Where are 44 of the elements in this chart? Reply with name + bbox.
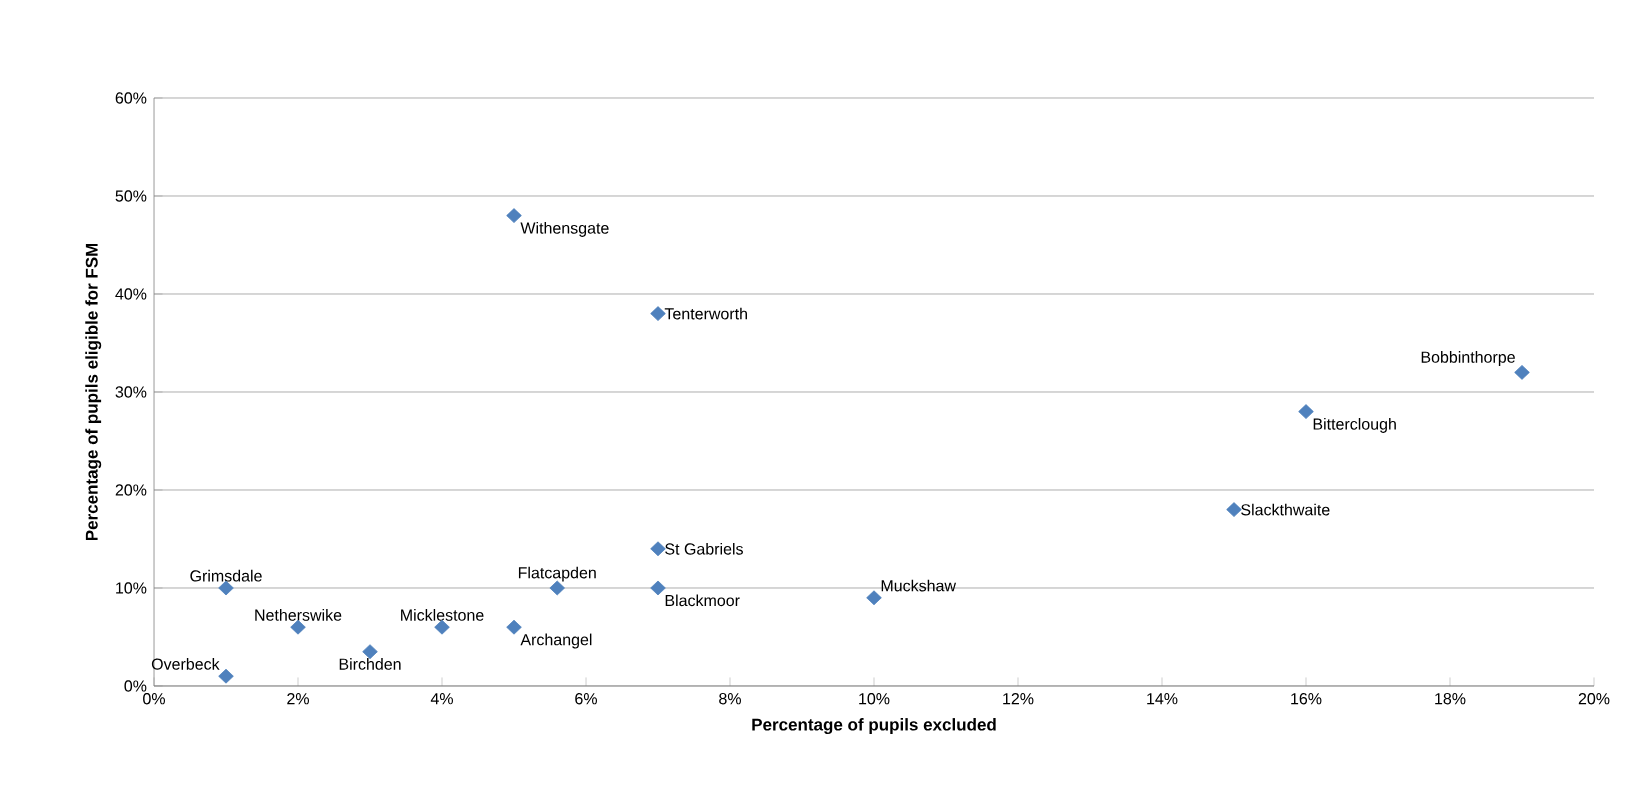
x-tick-label: 8% bbox=[719, 693, 741, 705]
annotation: Netherswike bbox=[255, 609, 342, 621]
x-tick-label: 0% bbox=[143, 693, 165, 705]
annotation: Flatcapden bbox=[518, 566, 596, 582]
point bbox=[1298, 404, 1314, 419]
y-tick-label: 30% bbox=[115, 386, 147, 398]
annotation: Blackmoor bbox=[665, 594, 740, 607]
x-axis-title: Percentage of pupils excluded bbox=[752, 718, 996, 735]
x-tick-label: 14% bbox=[1147, 693, 1178, 705]
annotation: Overbeck bbox=[151, 658, 220, 670]
annotation: Archangel bbox=[520, 633, 592, 649]
y-tick-label: 20% bbox=[115, 484, 147, 496]
y-axis-title: Percentage of pupils eligible for FSM bbox=[85, 243, 102, 541]
annotation: Grimsdale bbox=[190, 569, 262, 582]
x-tick-label: 4% bbox=[430, 693, 453, 705]
point bbox=[866, 590, 882, 606]
annotation: Micklestone bbox=[401, 609, 484, 621]
annotation: Muckshaw bbox=[881, 579, 957, 592]
point bbox=[1514, 364, 1530, 380]
annotation: Tenterworth bbox=[664, 307, 747, 320]
annotation: Birchden bbox=[339, 658, 401, 670]
x-tick-label: 6% bbox=[575, 693, 597, 705]
y-tick-label: 60% bbox=[115, 92, 147, 104]
y-tick-label: 50% bbox=[115, 190, 147, 202]
annotation: Withensgate bbox=[520, 221, 609, 237]
x-tick-label: 12% bbox=[1003, 693, 1034, 705]
y-tick-label: 10% bbox=[116, 582, 147, 594]
y-tick-label: 0% bbox=[124, 680, 147, 692]
point bbox=[506, 208, 522, 223]
x-tick-label: 18% bbox=[1435, 693, 1466, 705]
point bbox=[1226, 502, 1242, 517]
x-tick-label: 10% bbox=[859, 693, 890, 705]
point bbox=[650, 541, 666, 557]
annotation: Bobbinthorpe bbox=[1421, 351, 1515, 366]
point bbox=[650, 580, 666, 596]
x-tick-label: 2% bbox=[287, 693, 309, 705]
annotation: Bitterclough bbox=[1313, 417, 1396, 433]
annotation: St Gabriels bbox=[665, 542, 743, 555]
point bbox=[506, 619, 522, 635]
y-tick-label: 40% bbox=[115, 288, 147, 300]
point bbox=[218, 668, 234, 684]
annotation: Slackthwaite bbox=[1241, 503, 1330, 516]
x-tick-label: 20% bbox=[1578, 693, 1610, 705]
x-tick-label: 16% bbox=[1291, 693, 1322, 705]
